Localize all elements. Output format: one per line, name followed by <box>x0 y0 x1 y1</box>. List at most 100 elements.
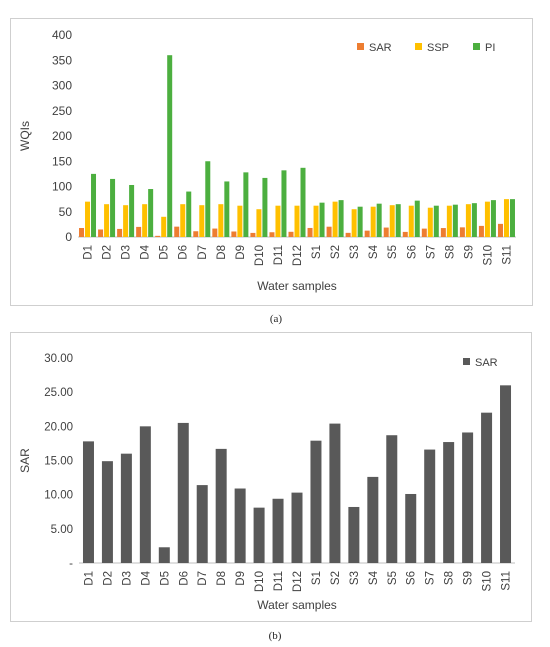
x-category-label: D3 <box>121 245 133 260</box>
bar-sar-s4 <box>364 230 370 237</box>
chart-panel-a: 0 50 100 150 200 250 300 350 400 D1 D2 D3 D4 D5 D6 D7 D8… <box>10 18 533 306</box>
bar-sar-d10 <box>250 232 256 237</box>
bar-sar-d12 <box>291 492 303 563</box>
legend-label-pi: PI <box>485 42 495 54</box>
x-category-label: D9 <box>235 571 247 586</box>
bar-sar-s3 <box>345 232 351 237</box>
x-category-label: S6 <box>406 571 418 585</box>
x-category-label: S6 <box>406 245 418 259</box>
x-category-label: D5 <box>159 245 171 260</box>
y-tick-label: 15.00 <box>44 456 73 468</box>
bar-ssp-d5 <box>161 216 167 237</box>
bar-sar-s2 <box>326 226 332 237</box>
y-tick-label: 0 <box>65 230 72 244</box>
bar-sar-d3 <box>117 228 123 237</box>
legend-swatch-sar <box>463 358 470 365</box>
bar-pi-d10 <box>262 177 268 237</box>
bar-ssp-s8 <box>446 205 452 237</box>
bar-sar-d8 <box>215 448 227 563</box>
bar-sar-s5 <box>383 227 389 237</box>
bar-ssp-d10 <box>256 209 262 237</box>
y-tick-label: 10.00 <box>44 490 73 502</box>
x-category-label: S11 <box>501 245 513 265</box>
bar-pi-s7 <box>433 205 439 237</box>
x-category-label: S7 <box>425 571 437 585</box>
bar-sar-s11 <box>497 223 503 237</box>
x-category-label: D1 <box>83 571 95 586</box>
x-category-label: D4 <box>140 244 152 259</box>
legend-label-ssp: SSP <box>427 42 449 54</box>
legend-swatch-pi <box>473 43 480 50</box>
bar-ssp-d9 <box>237 205 243 237</box>
bar-sar-d4 <box>139 426 151 563</box>
bar-sar-d2 <box>98 229 104 237</box>
y-tick-label: 350 <box>52 53 72 67</box>
x-category-label: S9 <box>463 571 475 585</box>
wqi-bar-chart: 0 50 100 150 200 250 300 350 400 D1 D2 D3 D4 D5 D6 D7 D8… <box>18 28 516 293</box>
bar-ssp-s6 <box>408 205 414 237</box>
bar-sar-d8 <box>212 228 218 237</box>
bar-sar-s10 <box>481 412 493 563</box>
bar-ssp-s7 <box>427 207 433 237</box>
y-tick-label: 30.00 <box>44 353 73 365</box>
y-tick-label: 25.00 <box>44 387 73 399</box>
bar-pi-d11 <box>281 170 287 237</box>
y-tick-label: 400 <box>52 28 72 42</box>
y-tick-label: 5.00 <box>51 524 73 536</box>
bar-sar-s10 <box>478 225 484 237</box>
bar-sar-d5 <box>155 235 161 237</box>
x-category-label: D8 <box>216 571 228 586</box>
bar-ssp-d2 <box>104 204 110 237</box>
bar-ssp-s11 <box>503 199 509 238</box>
bar-pi-s9 <box>471 203 477 237</box>
bar-pi-s11 <box>509 199 515 238</box>
bar-sar-s9 <box>462 432 474 563</box>
legend-swatch-sar <box>357 43 364 50</box>
x-category-label: S7 <box>425 245 437 259</box>
x-category-label: D12 <box>292 571 304 592</box>
bar-sar-s7 <box>424 449 436 563</box>
x-category-label: S8 <box>444 571 456 585</box>
bar-sar-d6 <box>177 422 189 563</box>
bar-sar-s6 <box>405 493 417 563</box>
y-tick-label: 200 <box>52 129 72 143</box>
x-category-label: S2 <box>330 571 342 585</box>
bar-sar-d4 <box>136 226 142 237</box>
bar-pi-s6 <box>414 200 420 237</box>
bar-ssp-s2 <box>332 201 338 237</box>
bar-sar-d3 <box>120 453 132 563</box>
legend-label-sar: SAR <box>369 42 392 54</box>
x-category-label: D11 <box>273 245 285 265</box>
bar-sar-s2 <box>329 423 341 563</box>
bar-sar-d1 <box>82 441 94 563</box>
y-tick-label: 250 <box>52 104 72 118</box>
bar-pi-d1 <box>91 173 97 238</box>
bar-pi-d8 <box>224 181 230 237</box>
bar-ssp-d3 <box>123 205 129 237</box>
bar-pi-s3 <box>357 206 363 237</box>
legend-swatch-ssp <box>415 43 422 50</box>
bar-sar-d7 <box>193 231 199 237</box>
x-category-label: D11 <box>273 571 285 591</box>
bar-sar-d7 <box>196 485 208 563</box>
x-category-label: S10 <box>482 245 494 265</box>
bar-ssp-d11 <box>275 205 281 237</box>
y-tick-label: 300 <box>52 79 72 93</box>
x-category-label: S1 <box>311 571 323 585</box>
x-category-label: D4 <box>140 570 152 585</box>
x-category-label: S2 <box>330 245 342 259</box>
y-axis-title: SAR <box>18 448 32 473</box>
bar-pi-d9 <box>243 172 249 237</box>
x-category-label: S8 <box>444 245 456 259</box>
bar-pi-d12 <box>300 167 306 237</box>
x-category-label: D9 <box>235 245 247 260</box>
bar-ssp-s1 <box>313 205 319 237</box>
bar-sar-s8 <box>440 228 446 237</box>
y-tick-label: 150 <box>52 154 72 168</box>
x-category-label: S5 <box>387 245 399 259</box>
bar-sar-d11 <box>272 498 284 563</box>
legend-label-sar: SAR <box>475 357 498 369</box>
bar-ssp-d12 <box>294 205 300 237</box>
bar-sar-s3 <box>348 506 360 563</box>
chart-panel-b: - 5.00 10.00 15.00 20.00 25.00 30.00 D1 D2 D3 D4 D5… <box>10 332 532 622</box>
